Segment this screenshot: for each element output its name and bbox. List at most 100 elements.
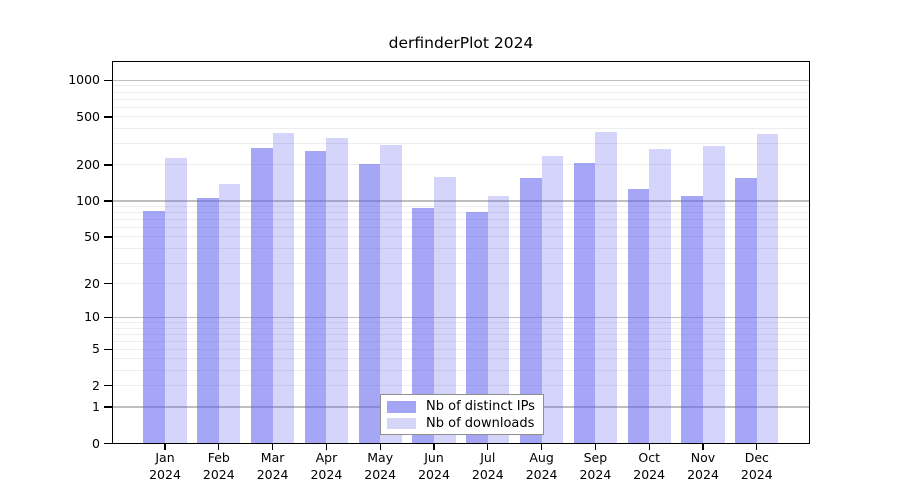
bar-downloads (434, 176, 456, 444)
y-tick-mark (104, 316, 112, 319)
bar-distinct-ips (466, 211, 488, 444)
y-tick-mark (104, 442, 112, 445)
bar-distinct-ips (681, 196, 703, 444)
y-tick-label: 10 (84, 309, 100, 325)
x-tick-label: Mar 2024 (256, 450, 289, 482)
bar-downloads (380, 145, 402, 444)
minor-gridline (112, 164, 810, 166)
minor-gridline (112, 116, 810, 118)
legend: Nb of distinct IPs Nb of downloads (380, 393, 544, 435)
y-tick-label: 20 (84, 275, 100, 291)
minor-gridline (112, 247, 810, 249)
minor-gridline (112, 128, 810, 130)
legend-label-downloads: Nb of downloads (426, 415, 535, 431)
major-gridline (112, 200, 810, 202)
minor-gridline (112, 340, 810, 342)
y-tick-mark (104, 236, 112, 238)
minor-gridline (112, 98, 810, 100)
minor-gridline (112, 226, 810, 228)
x-tick-mark (164, 443, 166, 450)
bar-distinct-ips (412, 207, 434, 444)
legend-swatch-downloads (387, 417, 416, 429)
x-tick-label: Apr 2024 (310, 450, 343, 482)
y-tick-mark (104, 406, 112, 408)
legend-entry-downloads: Nb of downloads (387, 415, 543, 432)
y-tick-mark (104, 164, 112, 166)
minor-gridline (112, 106, 810, 108)
y-tick-label: 0 (92, 435, 100, 451)
x-tick-label: Sep 2024 (579, 450, 612, 482)
bar-distinct-ips (519, 177, 542, 444)
y-tick-mark (104, 116, 112, 118)
x-tick-mark (379, 443, 381, 450)
x-tick-label: Jan 2024 (149, 450, 181, 482)
bar-distinct-ips (358, 164, 381, 444)
bar-distinct-ips (627, 189, 650, 444)
y-tick-label: 500 (76, 108, 100, 124)
minor-gridline (112, 283, 810, 284)
y-tick-mark (104, 348, 112, 351)
minor-gridline (112, 358, 810, 360)
y-tick-mark (104, 385, 112, 387)
y-tick-label: 50 (84, 228, 100, 244)
bar-downloads (595, 131, 618, 444)
bar-distinct-ips (250, 147, 273, 444)
minor-gridline (112, 143, 810, 145)
x-tick-label: Oct 2024 (633, 450, 666, 482)
x-tick-mark (271, 443, 274, 450)
minor-gridline (112, 218, 810, 220)
x-tick-mark (648, 443, 650, 450)
x-tick-label: Jul 2024 (471, 450, 504, 482)
bar-downloads (326, 138, 349, 444)
x-tick-mark (218, 443, 220, 450)
x-tick-mark (594, 443, 597, 450)
x-tick-mark (702, 443, 704, 450)
x-tick-mark (433, 443, 435, 450)
chart-title: derfinderPlot 2024 (388, 34, 534, 52)
x-tick-label: May 2024 (364, 450, 397, 482)
x-tick-mark (325, 443, 328, 450)
x-tick-label: Feb 2024 (202, 450, 235, 482)
y-tick-mark (104, 282, 112, 285)
legend-entry-distinct-ips: Nb of distinct IPs (387, 399, 543, 416)
x-tick-label: Dec 2024 (740, 450, 773, 482)
minor-gridline (112, 236, 810, 238)
minor-gridline (112, 385, 810, 387)
x-tick-mark (756, 443, 758, 450)
y-tick-mark (104, 200, 112, 202)
bar-distinct-ips (304, 151, 327, 444)
minor-gridline (112, 348, 810, 350)
bar-distinct-ips (735, 178, 757, 444)
major-gridline (112, 79, 810, 82)
minor-gridline (112, 91, 810, 93)
minor-gridline (112, 212, 810, 214)
bar-downloads (541, 155, 564, 444)
x-tick-label: Nov 2024 (687, 450, 719, 482)
y-tick-label: 100 (76, 192, 100, 208)
legend-label-distinct-ips: Nb of distinct IPs (426, 399, 535, 415)
bar-downloads (218, 184, 241, 444)
bar-downloads (649, 149, 671, 444)
bar-distinct-ips (573, 162, 596, 444)
y-tick-label: 200 (76, 156, 100, 172)
major-gridline (112, 316, 810, 319)
minor-gridline (112, 205, 810, 207)
y-tick-label: 1000 (68, 72, 100, 88)
y-tick-label: 5 (92, 341, 100, 357)
x-tick-mark (540, 443, 543, 450)
y-tick-label: 2 (92, 377, 100, 393)
y-tick-mark (104, 79, 112, 82)
minor-gridline (112, 333, 810, 335)
minor-gridline (112, 370, 810, 372)
bar-downloads (703, 146, 725, 444)
bar-downloads (756, 134, 779, 444)
minor-gridline (112, 85, 810, 87)
bar-downloads (165, 158, 187, 444)
minor-gridline (112, 327, 810, 329)
x-tick-label: Aug 2024 (525, 450, 558, 482)
y-tick-label: 1 (92, 399, 100, 415)
x-tick-mark (487, 443, 489, 450)
minor-gridline (112, 322, 810, 323)
minor-gridline (112, 262, 810, 264)
